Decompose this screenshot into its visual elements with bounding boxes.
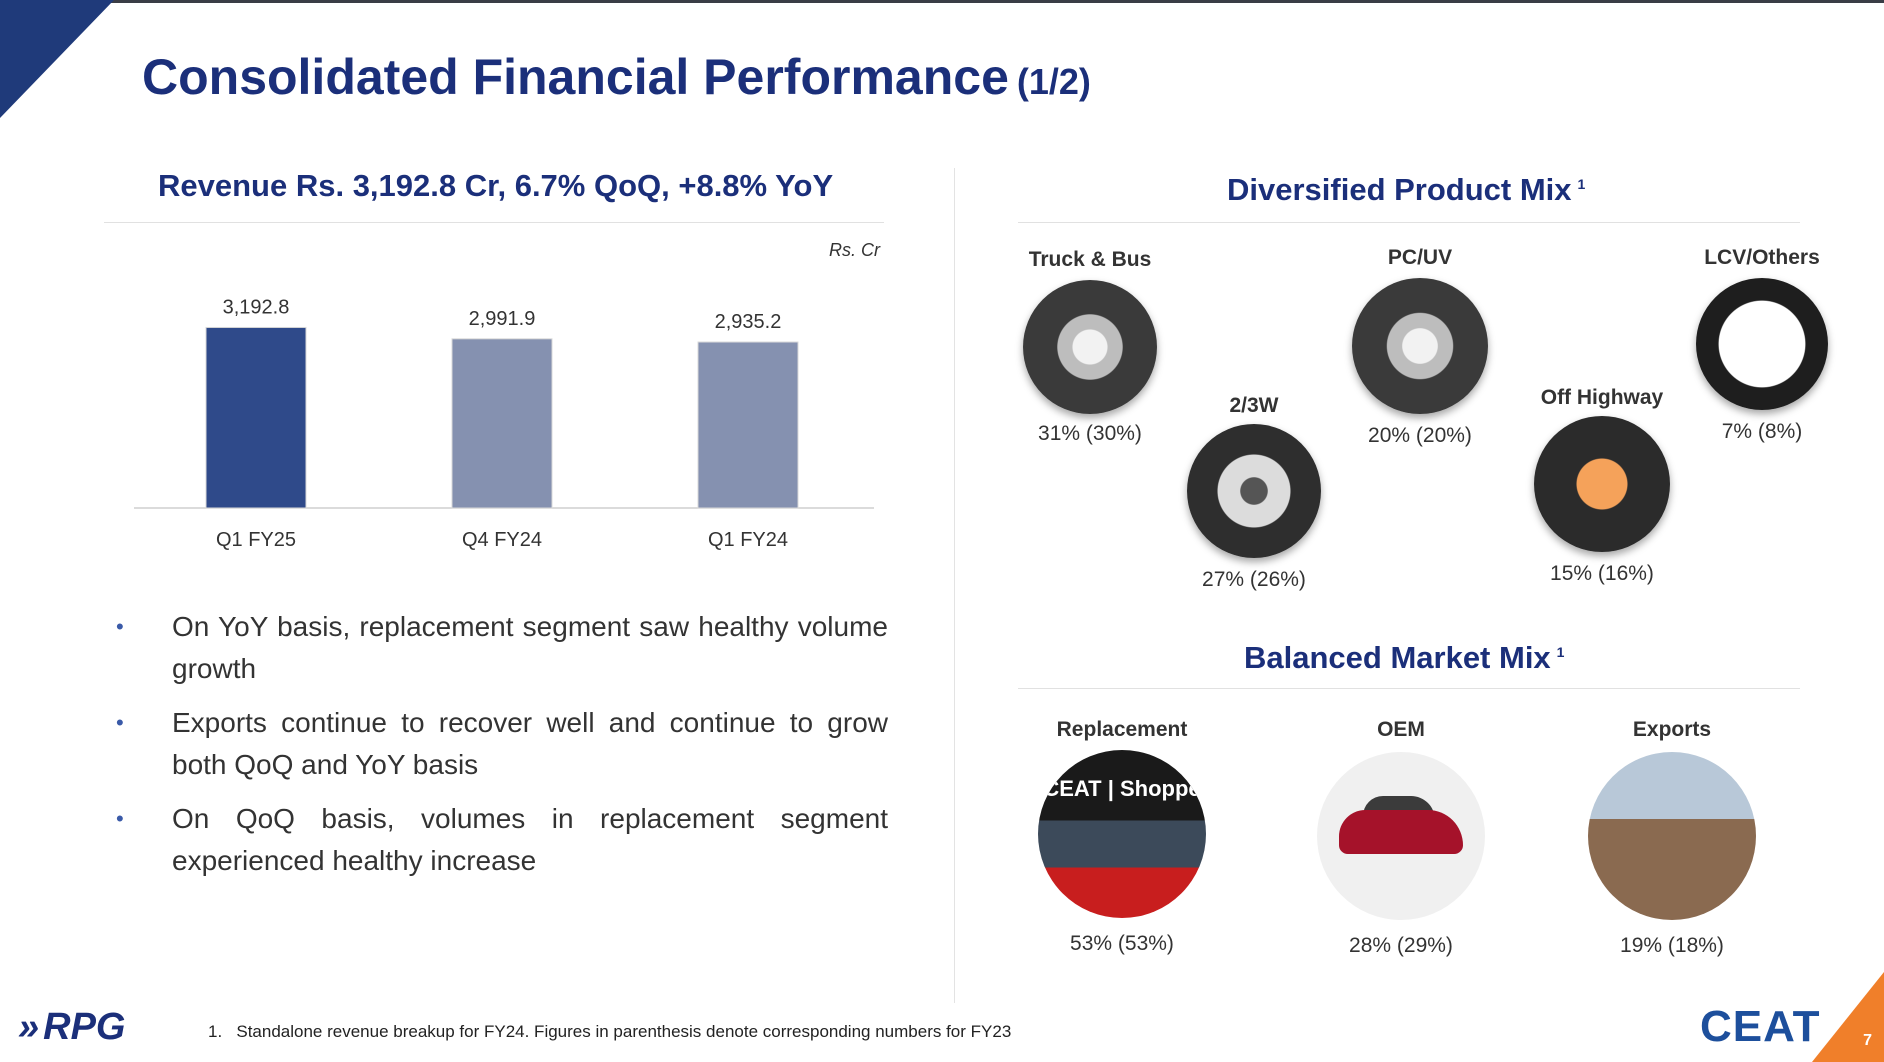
oem-car-photo bbox=[1317, 752, 1485, 920]
bullet-text: Exports continue to recover well and con… bbox=[172, 707, 888, 780]
product-item-lcv-others: LCV/Others 7% (8%) bbox=[1684, 246, 1840, 444]
product-mix-heading: Diversified Product Mix 1 bbox=[1227, 172, 1586, 207]
market-item-replacement: Replacement CEAT | Shoppe 53% (53%) bbox=[1034, 718, 1210, 956]
product-share: 20% (20%) bbox=[1368, 424, 1472, 447]
product-label: 2/3W bbox=[1229, 394, 1279, 417]
rpg-logo: » RPG bbox=[18, 1006, 126, 1048]
product-label: Truck & Bus bbox=[1028, 248, 1152, 271]
car-body-shape bbox=[1339, 810, 1463, 854]
lcv-tyre-icon bbox=[1696, 278, 1828, 410]
product-item-off-highway: Off Highway 15% (16%) bbox=[1534, 386, 1670, 586]
market-mix-heading: Balanced Market Mix 1 bbox=[1244, 640, 1565, 675]
revenue-heading-rule bbox=[104, 222, 884, 223]
footnote-marker: 1 bbox=[1556, 643, 1565, 660]
bullet-item: • Exports continue to recover well and co… bbox=[112, 702, 888, 786]
page-title: Consolidated Financial Performance (1/2) bbox=[142, 49, 1091, 105]
x-tick-label: Q1 FY25 bbox=[216, 529, 296, 551]
revenue-bar-chart: 3,192.8 Q1 FY25 2,991.9 Q4 FY24 2,935.2 Q1 FY… bbox=[134, 296, 874, 551]
two-wheeler-tyre-icon bbox=[1187, 424, 1321, 558]
bullet-dot-icon: • bbox=[116, 710, 124, 735]
product-share: 15% (16%) bbox=[1550, 562, 1654, 585]
revenue-heading: Revenue Rs. 3,192.8 Cr, 6.7% QoQ, +8.8% … bbox=[158, 168, 834, 203]
product-item-2-3w: 2/3W 27% (26%) bbox=[1178, 394, 1330, 592]
bar-q1-fy24 bbox=[697, 341, 799, 509]
bar-value-label: 2,991.9 bbox=[469, 308, 536, 330]
rpg-chevron-icon: » bbox=[18, 1006, 40, 1048]
product-share: 31% (30%) bbox=[1038, 422, 1142, 445]
product-item-pc-uv: PC/UV 20% (20%) bbox=[1344, 246, 1496, 448]
ceat-logo: CEAT bbox=[1700, 1002, 1821, 1051]
market-label: Exports bbox=[1632, 718, 1712, 741]
footnote-number: 1. bbox=[208, 1022, 223, 1041]
bullet-dot-icon: • bbox=[116, 614, 124, 639]
corner-accent-bottom-right bbox=[1812, 972, 1884, 1062]
off-highway-tyre-icon bbox=[1534, 416, 1670, 552]
page-title-suffix: (1/2) bbox=[1016, 61, 1091, 102]
pc-uv-tyre-icon bbox=[1352, 278, 1488, 414]
product-label: LCV/Others bbox=[1704, 246, 1820, 269]
footnote-text: Standalone revenue breakup for FY24. Fig… bbox=[236, 1022, 1012, 1041]
ceat-shoppe-store-photo: CEAT | Shoppe bbox=[1038, 750, 1206, 918]
bar-q1-fy25 bbox=[205, 326, 307, 509]
truck-bus-tyre-icon bbox=[1023, 280, 1157, 414]
market-label: Replacement bbox=[1056, 718, 1188, 741]
market-label: OEM bbox=[1377, 718, 1425, 741]
product-item-truck-bus: Truck & Bus 31% (30%) bbox=[1014, 248, 1166, 446]
store-sign-text: CEAT | Shoppe bbox=[1043, 776, 1201, 801]
market-mix-rule bbox=[1018, 688, 1800, 689]
product-label: Off Highway bbox=[1540, 386, 1664, 409]
x-tick-label: Q1 FY24 bbox=[708, 529, 788, 551]
market-share: 28% (29%) bbox=[1349, 934, 1453, 957]
corner-accent-top-left bbox=[0, 0, 114, 118]
top-border-line bbox=[0, 0, 1884, 3]
bar-value-label: 3,192.8 bbox=[223, 296, 290, 318]
chart-unit-label: Rs. Cr bbox=[829, 240, 880, 260]
page-number: 7 bbox=[1863, 1032, 1872, 1049]
footnote: 1. Standalone revenue breakup for FY24. … bbox=[208, 1022, 1011, 1042]
bullet-dot-icon: • bbox=[116, 806, 124, 831]
bullet-text: On QoQ basis, volumes in replacement seg… bbox=[172, 803, 888, 876]
bullet-text: On YoY basis, replacement segment saw he… bbox=[172, 611, 888, 684]
x-tick-label: Q4 FY24 bbox=[462, 529, 542, 551]
market-share: 53% (53%) bbox=[1070, 932, 1174, 955]
market-share: 19% (18%) bbox=[1620, 934, 1724, 957]
product-label: PC/UV bbox=[1387, 246, 1453, 269]
product-share: 27% (26%) bbox=[1202, 568, 1306, 591]
market-item-exports: Exports 19% (18%) bbox=[1584, 718, 1760, 958]
footnote-marker: 1 bbox=[1577, 175, 1586, 192]
key-points-list: • On YoY basis, replacement segment saw h… bbox=[112, 606, 888, 894]
exports-building-photo bbox=[1588, 752, 1756, 920]
market-item-oem: OEM 28% (29%) bbox=[1312, 718, 1490, 958]
product-share: 7% (8%) bbox=[1721, 420, 1803, 443]
bar-q4-fy24 bbox=[451, 338, 553, 509]
column-divider bbox=[954, 168, 955, 1003]
bar-value-label: 2,935.2 bbox=[715, 311, 782, 333]
product-mix-rule bbox=[1018, 222, 1800, 223]
bullet-item: • On QoQ basis, volumes in replacement se… bbox=[112, 798, 888, 882]
bullet-item: • On YoY basis, replacement segment saw h… bbox=[112, 606, 888, 690]
